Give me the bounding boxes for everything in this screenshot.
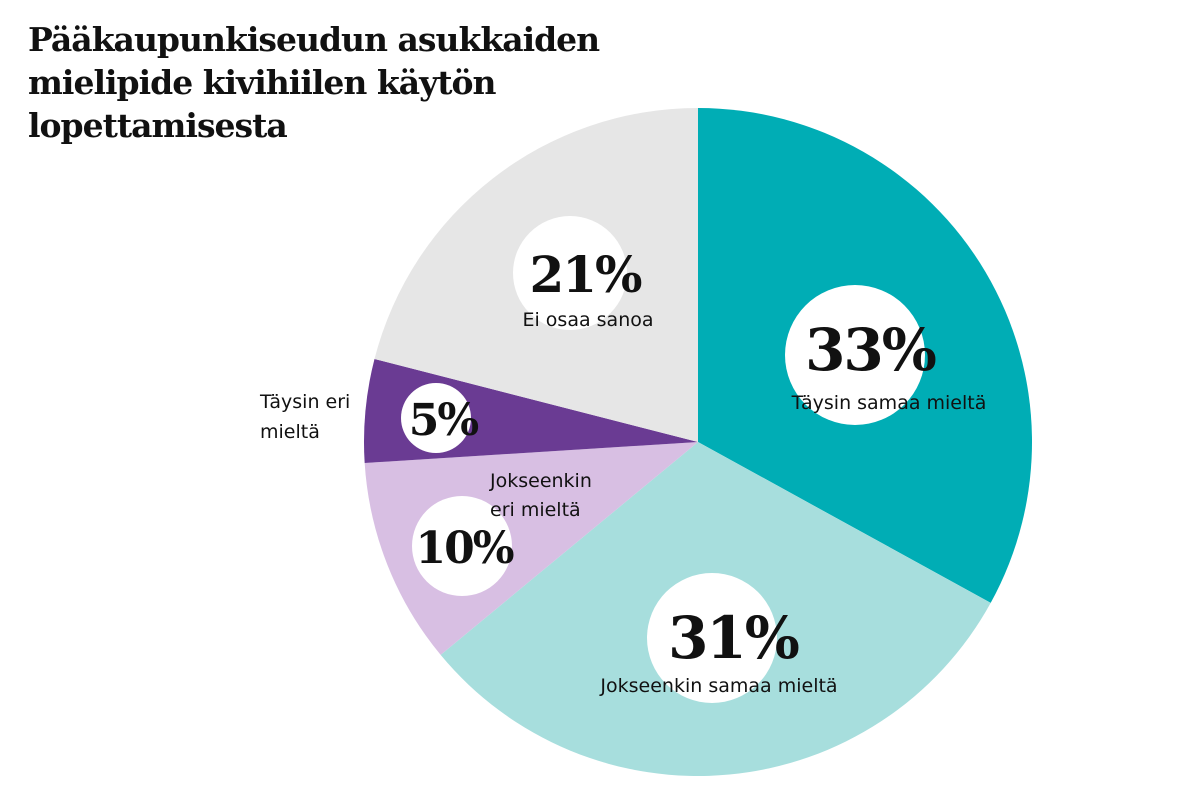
slice-value-label-4: 5% xyxy=(409,395,479,446)
chart-title: Pääkaupunkiseudun asukkaiden mielipide k… xyxy=(28,20,600,145)
value-badge-2 xyxy=(647,573,777,703)
slice-value-label-5: 21% xyxy=(529,245,642,304)
value-badge-4 xyxy=(401,383,471,453)
slice-category-label-3: eri mieltä xyxy=(490,499,581,521)
slice-value-label-2: 31% xyxy=(668,604,799,672)
slice-category-label-2: Jokseenkin samaa mieltä xyxy=(599,675,837,697)
slice-category-label-1: Täysin samaa mieltä xyxy=(791,392,987,414)
slice-value-label-1: 33% xyxy=(805,316,936,384)
slice-category-label-4: mieltä xyxy=(260,421,320,443)
slice-category-label-4: Täysin eri xyxy=(259,391,350,413)
slice-category-label-5: Ei osaa sanoa xyxy=(522,309,653,331)
value-badge-5 xyxy=(513,216,627,330)
pie-slice-3 xyxy=(364,442,698,655)
value-badge-3 xyxy=(412,496,512,596)
value-badge-1 xyxy=(785,285,925,425)
slice-category-label-3: Jokseenkin xyxy=(489,470,592,492)
slice-value-label-3: 10% xyxy=(415,523,513,574)
pie-labels: 33% Täysin samaa mieltä 31% Jokseenkin sama… xyxy=(259,216,986,703)
